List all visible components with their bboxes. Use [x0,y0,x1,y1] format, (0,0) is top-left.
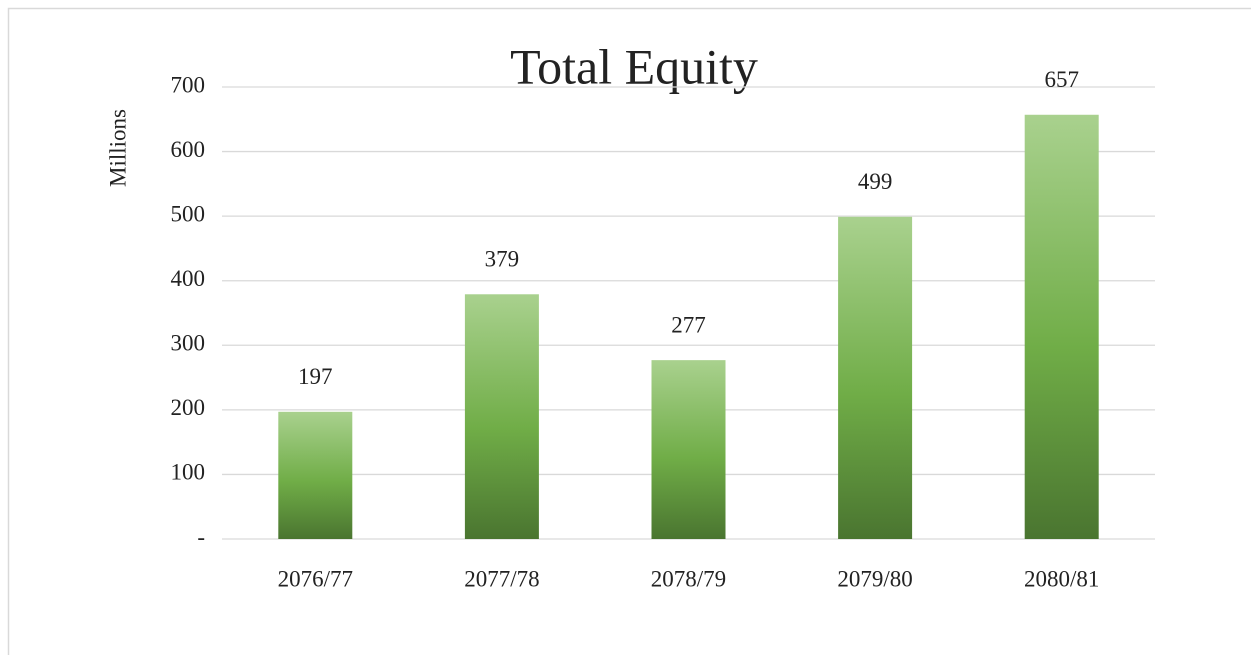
y-tick-label: 100 [171,460,206,485]
bar [838,216,913,539]
x-tick-label: 2080/81 [1024,566,1099,591]
y-tick-label: 500 [171,201,206,226]
value-label: 277 [671,312,706,337]
y-tick-label: 700 [171,72,206,97]
x-tick-label: 2079/80 [837,566,912,591]
y-tick-label: 200 [171,395,206,420]
bar [278,411,353,539]
bar [464,294,539,539]
x-tick-label: 2078/79 [651,566,726,591]
value-label: 499 [858,169,893,194]
value-label: 657 [1044,67,1079,92]
bar [651,360,726,539]
value-label: 379 [485,247,520,272]
value-label: 197 [298,364,333,389]
y-tick-label: - [197,524,205,549]
y-axis-label: Millions [105,109,130,187]
y-tick-label: 400 [171,266,206,291]
y-tick-label: 600 [171,137,206,162]
chart-title: Total Equity [510,38,758,94]
x-tick-label: 2077/78 [464,566,539,591]
x-tick-label: 2076/77 [278,566,353,591]
y-tick-label: 300 [171,331,206,356]
bar [1024,114,1099,539]
